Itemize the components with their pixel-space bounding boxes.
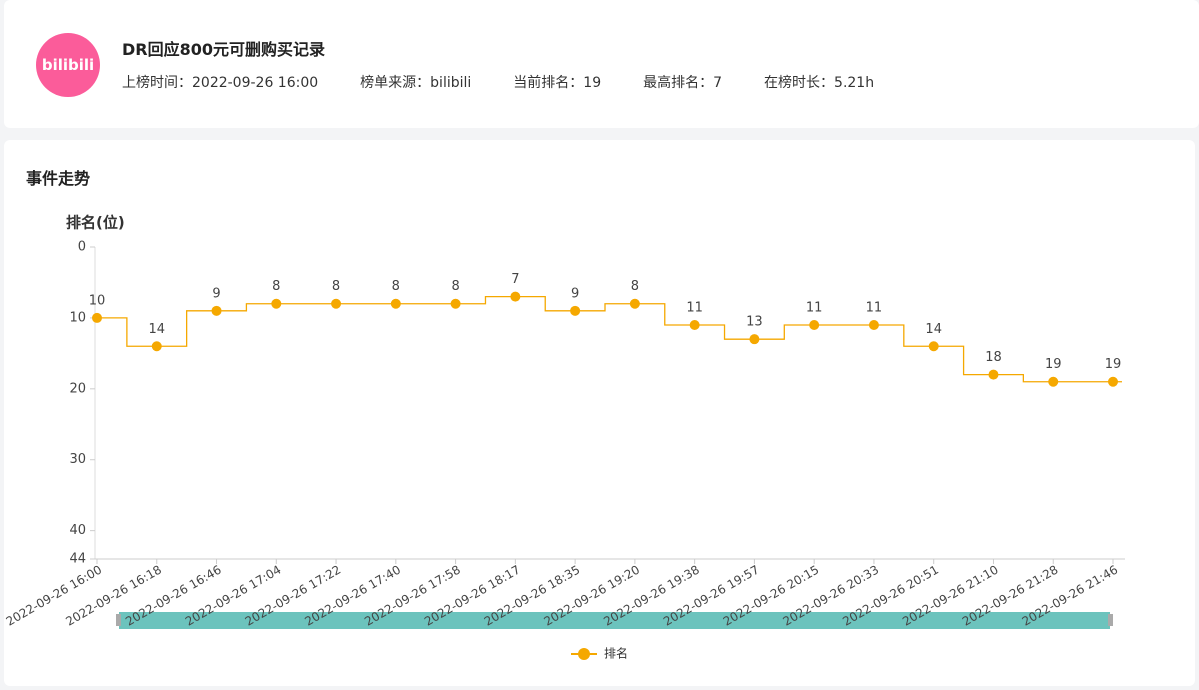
chart-card: 事件走势: [4, 140, 1195, 686]
meta-item: 最高排名：7: [643, 75, 723, 91]
point: [988, 369, 999, 380]
point: [809, 320, 820, 330]
zoom-handle[interactable]: [1108, 614, 1113, 626]
point: [510, 291, 521, 302]
point: [331, 298, 342, 309]
point: [271, 298, 282, 309]
logo: bilibili: [36, 33, 100, 97]
data-label: 8: [392, 279, 400, 294]
point: [1108, 376, 1118, 387]
meta-item: 当前排名：19: [513, 75, 602, 91]
point: [211, 305, 222, 316]
meta-row: 上榜时间：2022-09-26 16:00 榜单来源：bilibili 当前排名：1…: [122, 72, 916, 92]
data-label: 8: [332, 279, 340, 294]
meta-item: 上榜时间：2022-09-26 16:00: [122, 75, 319, 91]
point: [629, 298, 640, 309]
point: [390, 298, 401, 309]
point: [450, 298, 461, 309]
point: [868, 320, 879, 330]
data-label: 7: [511, 272, 519, 287]
meta-item: 在榜时长：5.21h: [764, 75, 875, 91]
point: [1048, 376, 1059, 387]
data-label: 11: [686, 301, 703, 316]
point: [749, 334, 760, 345]
data-label: 8: [451, 279, 459, 294]
y-tick-label: 30: [69, 452, 86, 467]
meta-item: 榜单来源：bilibili: [360, 75, 472, 91]
data-label: 19: [1045, 357, 1062, 372]
data-label: 11: [866, 301, 883, 316]
x-tick-label: 2022-09-26 16:00: [4, 563, 105, 629]
data-label: 13: [746, 315, 763, 330]
y-tick-label: 10: [69, 310, 86, 325]
line: [97, 295, 1122, 383]
point: [151, 341, 162, 352]
point: [570, 305, 581, 316]
y-tick-label: 20: [69, 381, 86, 396]
y-tick-label: 0: [78, 240, 86, 255]
data-label: 10: [89, 293, 106, 308]
point: [689, 320, 700, 330]
data-label: 14: [925, 322, 942, 337]
data-label: 11: [806, 301, 823, 316]
zoom-slider: [119, 612, 1110, 629]
data-label: 14: [148, 322, 165, 337]
y-tick-label: 44: [69, 552, 86, 567]
legend-marker: [578, 648, 590, 660]
data-label: 8: [272, 279, 280, 294]
header-card: bilibili DR回应800元可删购买记录 上榜时间：2022-09-26 …: [4, 0, 1199, 128]
point: [92, 312, 102, 323]
y-axis-label: 排名(位): [66, 214, 125, 232]
zoom-handle[interactable]: [116, 614, 121, 626]
data-label: 9: [571, 286, 579, 301]
data-label: 8: [631, 279, 639, 294]
y-tick-label: 40: [69, 523, 86, 538]
point: [928, 341, 939, 352]
legend-label: 排名: [604, 646, 628, 661]
data-label: 19: [1105, 357, 1122, 372]
title: DR回应800元可删购买记录: [122, 40, 326, 59]
data-label: 18: [985, 350, 1002, 365]
data-label: 9: [212, 286, 220, 301]
section-title: 事件走势: [26, 169, 91, 188]
